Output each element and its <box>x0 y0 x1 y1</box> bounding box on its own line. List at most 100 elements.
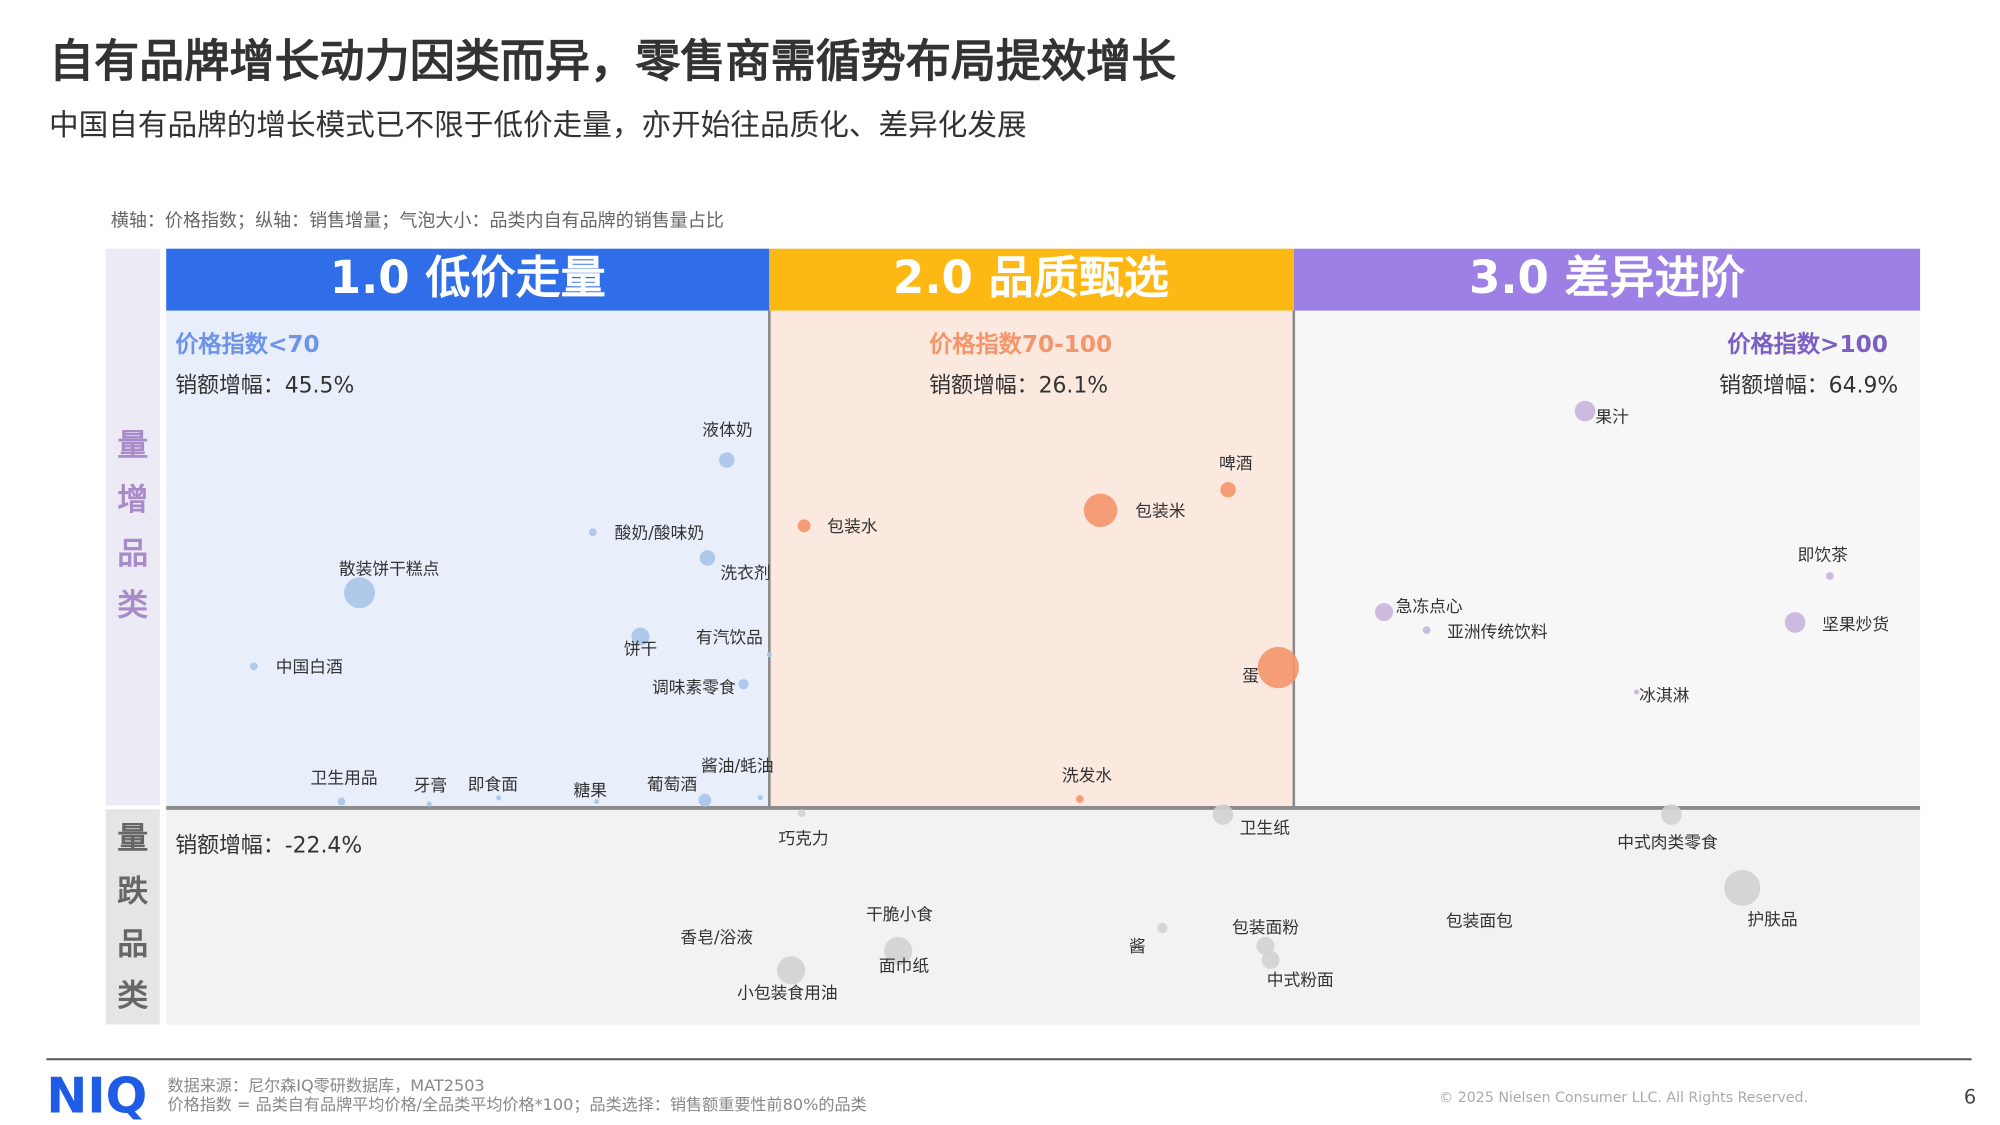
bubble-label: 即食面 <box>468 774 518 794</box>
bubble <box>496 795 502 801</box>
bubble-label: 酱油/蚝油 <box>701 756 774 776</box>
bubble-label: 中国白酒 <box>276 657 343 677</box>
bubble-label: 小包装食用油 <box>737 983 838 1003</box>
bubble-label: 包装面包 <box>1446 910 1513 930</box>
side-up-bg <box>105 248 160 806</box>
bubble <box>797 519 811 533</box>
bubble-label: 洗衣剂 <box>720 562 770 582</box>
bubble-label: 卫生用品 <box>311 767 378 787</box>
side-char: 量 <box>117 428 148 464</box>
bubble <box>1256 936 1275 955</box>
bubble <box>797 809 806 818</box>
side-down-bg <box>105 809 160 1025</box>
bubble-label: 即饮茶 <box>1798 544 1849 564</box>
zone1-header <box>166 248 770 311</box>
bubble <box>1724 869 1761 906</box>
price-index: 价格指数<70 <box>175 331 319 358</box>
bubble <box>884 936 913 966</box>
bubble <box>1661 804 1682 825</box>
price-index: 价格指数>100 <box>1727 331 1888 358</box>
bubble-label: 干脆小食 <box>866 904 933 924</box>
bubble-label: 亚洲传统饮料 <box>1447 622 1548 642</box>
bubble <box>631 627 650 646</box>
side-char: 品 <box>117 536 148 572</box>
bubble <box>344 577 375 609</box>
zone1-bg <box>166 310 770 807</box>
side-char: 类 <box>117 587 148 623</box>
bubble-label: 葡萄酒 <box>647 774 697 794</box>
bubble <box>426 801 432 807</box>
bubble-label: 急冻点心 <box>1396 596 1463 616</box>
title: 自有品牌增长动力因类而异，零售商需循势布局提效增长 <box>49 34 1176 87</box>
bubble <box>757 795 763 801</box>
bubble-label: 冰淇淋 <box>1639 685 1690 705</box>
bubble-label: 坚果炒货 <box>1822 614 1889 634</box>
bubble-label: 蛋 <box>1242 666 1259 686</box>
side-char: 增 <box>117 482 148 518</box>
bubble <box>594 798 600 805</box>
decline-bg <box>166 809 1921 1025</box>
bubble-label: 卫生纸 <box>1240 818 1291 838</box>
growth: 销额增幅：-22.4% <box>175 834 362 859</box>
bubble <box>1826 572 1834 580</box>
bubble-label: 包装水 <box>827 516 878 536</box>
bubble <box>766 652 772 658</box>
bubble <box>1634 689 1640 695</box>
bubble-label: 啤酒 <box>1219 453 1253 473</box>
bubble-label: 包装米 <box>1135 501 1186 521</box>
bubble-label: 中式粉面 <box>1267 970 1334 990</box>
zone-title: 3.0 差异进阶 <box>1469 251 1745 304</box>
bubble-label: 液体奶 <box>702 419 752 439</box>
source: 数据来源：尼尔森IQ零研数据库，MAT2503 <box>168 1076 485 1095</box>
copyright: © 2025 Nielsen Consumer LLC. All Rights … <box>1439 1090 1808 1106</box>
definition: 价格指数 = 品类自有品牌平均价格/全品类平均价格*100；品类选择：销售额重要… <box>168 1095 867 1114</box>
bubble <box>1157 922 1168 933</box>
side-char: 类 <box>117 978 148 1014</box>
side-char: 量 <box>117 821 148 857</box>
bubble <box>1220 481 1236 498</box>
bubble-label: 酸奶/酸味奶 <box>615 523 704 543</box>
bubble-label: 酱 <box>1129 936 1146 956</box>
zone-title: 1.0 低价走量 <box>330 251 606 304</box>
bubble <box>1083 493 1118 528</box>
bubble <box>337 797 346 806</box>
bubble <box>738 679 749 690</box>
zone3-bg <box>1293 310 1921 807</box>
bubble <box>1212 804 1234 825</box>
bubble <box>1261 951 1280 970</box>
bubble <box>777 956 806 985</box>
bubbles: 液体奶酸奶/酸味奶洗衣剂散装饼干糕点饼干有汽饮品调味素零食中国白酒卫生用品 牙膏即… <box>250 400 1889 1003</box>
note: 横轴：价格指数；纵轴：销售增量；气泡大小：品类内自有品牌的销售量占比 <box>111 211 724 232</box>
bubble <box>698 793 712 807</box>
bubble-label: 散装饼干糕点 <box>339 559 440 579</box>
zone2-bg <box>769 310 1294 807</box>
zone3-header <box>1293 248 1921 311</box>
bubble <box>699 550 716 566</box>
bubble <box>588 528 597 537</box>
zone2-header <box>769 248 1294 311</box>
zone-title: 2.0 品质甄选 <box>893 251 1169 304</box>
bubble-label: 香皂/浴液 <box>680 927 753 947</box>
page-number: 6 <box>1964 1085 1976 1108</box>
side-char: 跌 <box>117 874 148 910</box>
bubble-label: 洗发水 <box>1062 765 1113 785</box>
bubble-label: 中式肉类零食 <box>1617 832 1718 852</box>
bubble <box>1375 603 1394 622</box>
bubble-label: 有汽饮品 <box>696 627 763 647</box>
growth: 销额增幅：26.1% <box>929 374 1108 399</box>
bubble-label: 面巾纸 <box>879 955 930 975</box>
bubble-label: 调味素零食 <box>652 677 736 697</box>
bubble-label: 饼干 <box>624 638 658 658</box>
bubble <box>1784 612 1806 633</box>
growth: 销额增幅：64.9% <box>1719 374 1898 399</box>
bubble-label: 糖果 <box>573 780 607 800</box>
bubble-label: 巧克力 <box>778 828 828 848</box>
bubble-label: 牙膏 <box>414 775 448 795</box>
bubble <box>1076 795 1084 803</box>
growth: 销额增幅：45.5% <box>175 374 354 399</box>
bubble <box>250 662 258 671</box>
bubble-label: 护肤品 <box>1747 909 1797 929</box>
